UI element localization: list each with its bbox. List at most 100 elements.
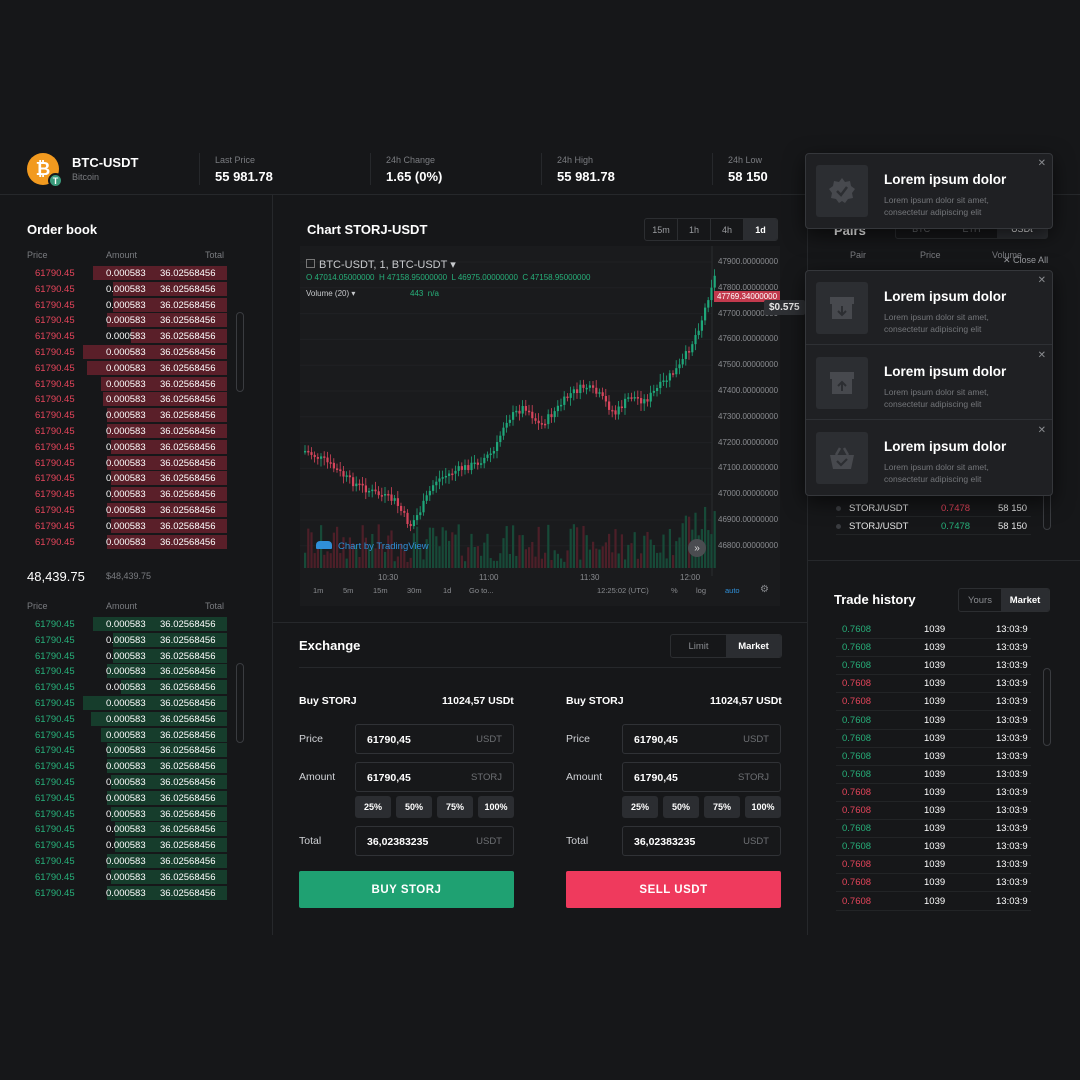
pairs-tab-eth[interactable]: ETH bbox=[962, 224, 981, 234]
notification-item[interactable]: Lorem ipsum dolor Lorem ipsum dolor sit … bbox=[806, 271, 1052, 345]
orderbook-row[interactable]: 61790.45 0.000583 36.02568456 bbox=[27, 711, 227, 726]
orderbook-row[interactable]: 61790.45 0.000583 36.02568456 bbox=[27, 648, 227, 663]
orderbook-row[interactable]: 61790.45 0.000583 36.02568456 bbox=[27, 424, 227, 438]
orderbook-row[interactable]: 61790.45 0.000583 36.02568456 bbox=[27, 790, 227, 805]
orderbook-row[interactable]: 61790.45 0.000583 36.02568456 bbox=[27, 455, 227, 470]
trade-row[interactable]: 0.7608 1039 13:03:9 bbox=[836, 748, 1031, 766]
toolbar-log[interactable]: log bbox=[696, 586, 707, 595]
orderbook-row[interactable]: 61790.45 0.000583 36.02568456 bbox=[27, 885, 227, 900]
toolbar-goto[interactable]: Go to... bbox=[469, 586, 494, 595]
pairs-tab-btc[interactable]: BTC bbox=[912, 224, 931, 234]
sell-amount-input[interactable]: 61790,45 STORJ bbox=[622, 762, 781, 792]
orderbook-row[interactable]: 61790.45 0.000583 36.02568456 bbox=[27, 696, 227, 710]
trade-row[interactable]: 0.7608 1039 13:03:9 bbox=[836, 874, 1031, 893]
buy-pct-50-button[interactable]: 50% bbox=[396, 796, 432, 818]
buy-pct-25-button[interactable]: 25% bbox=[355, 796, 391, 818]
sell-pct-100-button[interactable]: 100% bbox=[745, 796, 781, 818]
orderbook-buy-scrollbar[interactable] bbox=[236, 663, 244, 743]
orderbook-row[interactable]: 61790.45 0.000583 36.02568456 bbox=[27, 869, 227, 884]
trade-row[interactable]: 0.7608 1039 13:03:9 bbox=[836, 856, 1031, 875]
sell-pct-75-button[interactable]: 75% bbox=[704, 796, 740, 818]
tf-15m[interactable]: 15m bbox=[645, 219, 678, 240]
close-icon[interactable]: ✕ bbox=[1037, 275, 1046, 286]
orderbook-row[interactable]: 61790.45 0.000583 36.02568456 bbox=[27, 439, 227, 454]
sell-pct-25-button[interactable]: 25% bbox=[622, 796, 658, 818]
tf-4h[interactable]: 4h bbox=[711, 219, 744, 240]
pairs-row[interactable]: STORJ/USDT 0.7478 58 150 bbox=[836, 519, 1031, 535]
trade-row[interactable]: 0.7608 1039 13:03:9 bbox=[836, 675, 1031, 694]
toolbar-30m[interactable]: 30m bbox=[407, 586, 422, 595]
sell-total-input[interactable]: 36,02383235 USDT bbox=[622, 826, 781, 856]
mode-market[interactable]: Market bbox=[726, 635, 781, 657]
orderbook-row[interactable]: 61790.45 0.000583 36.02568456 bbox=[27, 617, 227, 631]
orderbook-row[interactable]: 61790.45 0.000583 36.02568456 bbox=[27, 487, 227, 502]
orderbook-row[interactable]: 61790.45 0.000583 36.02568456 bbox=[27, 518, 227, 533]
buy-amount-input[interactable]: 61790,45 STORJ bbox=[355, 762, 514, 792]
trade-row[interactable]: 0.7608 1039 13:03:9 bbox=[836, 621, 1031, 639]
orderbook-row[interactable]: 61790.45 0.000583 36.02568456 bbox=[27, 329, 227, 344]
buy-price-input[interactable]: 61790,45 USDT bbox=[355, 724, 514, 754]
price-chart[interactable] bbox=[300, 246, 780, 606]
tab-market[interactable]: Market bbox=[1001, 589, 1049, 611]
orderbook-row[interactable]: 61790.45 0.000583 36.02568456 bbox=[27, 281, 227, 296]
orderbook-row[interactable]: 61790.45 0.000583 36.02568456 bbox=[27, 632, 227, 647]
trade-row[interactable]: 0.7608 1039 13:03:9 bbox=[836, 802, 1031, 820]
close-icon[interactable]: ✕ bbox=[1037, 350, 1046, 361]
pairs-row[interactable]: STORJ/USDT 0.7478 58 150 bbox=[836, 501, 1031, 517]
mode-limit[interactable]: Limit bbox=[688, 640, 709, 652]
favorite-dot-icon[interactable] bbox=[836, 506, 841, 511]
orderbook-row[interactable]: 61790.45 0.000583 36.02568456 bbox=[27, 727, 227, 742]
toolbar-percent[interactable]: % bbox=[671, 586, 678, 595]
buy-pct-100-button[interactable]: 100% bbox=[478, 796, 514, 818]
sell-price-input[interactable]: 61790,45 USDT bbox=[622, 724, 781, 754]
orderbook-row[interactable]: 61790.45 0.000583 36.02568456 bbox=[27, 759, 227, 774]
orderbook-row[interactable]: 61790.45 0.000583 36.02568456 bbox=[27, 345, 227, 359]
trade-row[interactable]: 0.7608 1039 13:03:9 bbox=[836, 820, 1031, 839]
toolbar-auto[interactable]: auto bbox=[725, 586, 740, 595]
trade-row[interactable]: 0.7608 1039 13:03:9 bbox=[836, 657, 1031, 676]
trade-row[interactable]: 0.7608 1039 13:03:9 bbox=[836, 838, 1031, 857]
orderbook-row[interactable]: 61790.45 0.000583 36.02568456 bbox=[27, 266, 227, 280]
tradingview-watermark[interactable]: Chart by TradingView bbox=[316, 541, 429, 552]
trade-row[interactable]: 0.7608 1039 13:03:9 bbox=[836, 712, 1031, 730]
notification-item[interactable]: Lorem ipsum dolor Lorem ipsum dolor sit … bbox=[806, 154, 1052, 228]
orderbook-row[interactable]: 61790.45 0.000583 36.02568456 bbox=[27, 360, 227, 375]
orderbook-row[interactable]: 61790.45 0.000583 36.02568456 bbox=[27, 664, 227, 679]
orderbook-row[interactable]: 61790.45 0.000583 36.02568456 bbox=[27, 313, 227, 328]
sell-pct-50-button[interactable]: 50% bbox=[663, 796, 699, 818]
orderbook-row[interactable]: 61790.45 0.000583 36.02568456 bbox=[27, 503, 227, 517]
trade-row[interactable]: 0.7608 1039 13:03:9 bbox=[836, 893, 1031, 911]
toolbar-1m[interactable]: 1m bbox=[313, 586, 324, 595]
notification-toast[interactable]: Lorem ipsum dolor Lorem ipsum dolor sit … bbox=[805, 153, 1053, 229]
gear-icon[interactable]: ⚙ bbox=[760, 584, 769, 595]
volume-indicator[interactable]: Volume (20) ▾ bbox=[306, 289, 356, 298]
orderbook-row[interactable]: 61790.45 0.000583 36.02568456 bbox=[27, 854, 227, 868]
trade-row[interactable]: 0.7608 1039 13:03:9 bbox=[836, 730, 1031, 748]
trade-history-scrollbar[interactable] bbox=[1043, 668, 1051, 746]
notification-item[interactable]: Lorem ipsum dolor Lorem ipsum dolor sit … bbox=[806, 346, 1052, 420]
sell-button[interactable]: SELL USDT bbox=[566, 871, 781, 908]
buy-total-input[interactable]: 36,02383235 USDT bbox=[355, 826, 514, 856]
buy-pct-75-button[interactable]: 75% bbox=[437, 796, 473, 818]
orderbook-row[interactable]: 61790.45 0.000583 36.02568456 bbox=[27, 822, 227, 837]
notification-item[interactable]: Lorem ipsum dolor Lorem ipsum dolor sit … bbox=[806, 421, 1052, 495]
orderbook-row[interactable]: 61790.45 0.000583 36.02568456 bbox=[27, 838, 227, 853]
favorite-dot-icon[interactable] bbox=[836, 524, 841, 529]
orderbook-row[interactable]: 61790.45 0.000583 36.02568456 bbox=[27, 408, 227, 423]
orderbook-sell-scrollbar[interactable] bbox=[236, 312, 244, 392]
toolbar-15m[interactable]: 15m bbox=[373, 586, 388, 595]
orderbook-row[interactable]: 61790.45 0.000583 36.02568456 bbox=[27, 297, 227, 312]
close-icon[interactable]: ✕ bbox=[1037, 158, 1046, 169]
orderbook-row[interactable]: 61790.45 0.000583 36.02568456 bbox=[27, 806, 227, 821]
trade-row[interactable]: 0.7608 1039 13:03:9 bbox=[836, 784, 1031, 802]
trade-row[interactable]: 0.7608 1039 13:03:9 bbox=[836, 766, 1031, 784]
buy-button[interactable]: BUY STORJ bbox=[299, 871, 514, 908]
chart-symbol-line[interactable]: BTC-USDT, 1, BTC-USDT ▾ bbox=[306, 258, 456, 271]
scroll-right-button[interactable]: » bbox=[688, 539, 706, 557]
close-icon[interactable]: ✕ bbox=[1037, 425, 1046, 436]
orderbook-row[interactable]: 61790.45 0.000583 36.02568456 bbox=[27, 680, 227, 695]
orderbook-row[interactable]: 61790.45 0.000583 36.02568456 bbox=[27, 534, 227, 549]
tab-yours[interactable]: Yours bbox=[968, 594, 992, 606]
orderbook-row[interactable]: 61790.45 0.000583 36.02568456 bbox=[27, 743, 227, 758]
trade-row[interactable]: 0.7608 1039 13:03:9 bbox=[836, 693, 1031, 712]
